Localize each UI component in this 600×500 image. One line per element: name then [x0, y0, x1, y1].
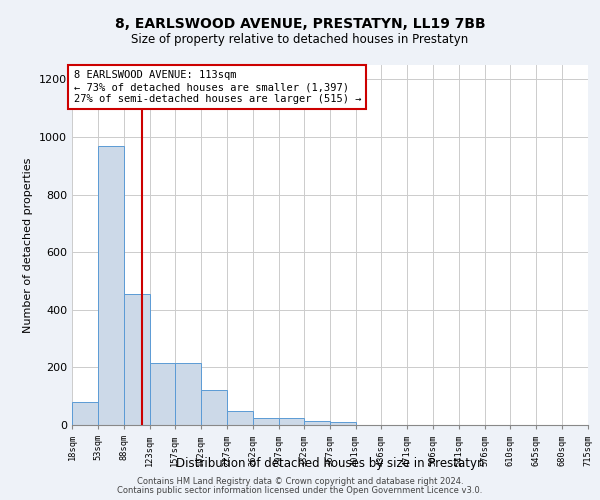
- Bar: [175, 363, 201, 425]
- Bar: [304, 420, 331, 425]
- Bar: [201, 390, 227, 425]
- Text: Distribution of detached houses by size in Prestatyn: Distribution of detached houses by size …: [176, 458, 484, 470]
- Y-axis label: Number of detached properties: Number of detached properties: [23, 158, 34, 332]
- Bar: [278, 418, 304, 425]
- Text: 8 EARLSWOOD AVENUE: 113sqm
← 73% of detached houses are smaller (1,397)
27% of s: 8 EARLSWOOD AVENUE: 113sqm ← 73% of deta…: [74, 70, 361, 104]
- Text: Contains HM Land Registry data © Crown copyright and database right 2024.: Contains HM Land Registry data © Crown c…: [137, 477, 463, 486]
- Bar: [253, 418, 278, 425]
- Text: Size of property relative to detached houses in Prestatyn: Size of property relative to detached ho…: [131, 32, 469, 46]
- Bar: [227, 410, 253, 425]
- Bar: [150, 363, 175, 425]
- Bar: [98, 146, 124, 425]
- Text: 8, EARLSWOOD AVENUE, PRESTATYN, LL19 7BB: 8, EARLSWOOD AVENUE, PRESTATYN, LL19 7BB: [115, 18, 485, 32]
- Bar: [331, 422, 356, 425]
- Bar: [72, 402, 98, 425]
- Bar: [124, 294, 150, 425]
- Text: Contains public sector information licensed under the Open Government Licence v3: Contains public sector information licen…: [118, 486, 482, 495]
